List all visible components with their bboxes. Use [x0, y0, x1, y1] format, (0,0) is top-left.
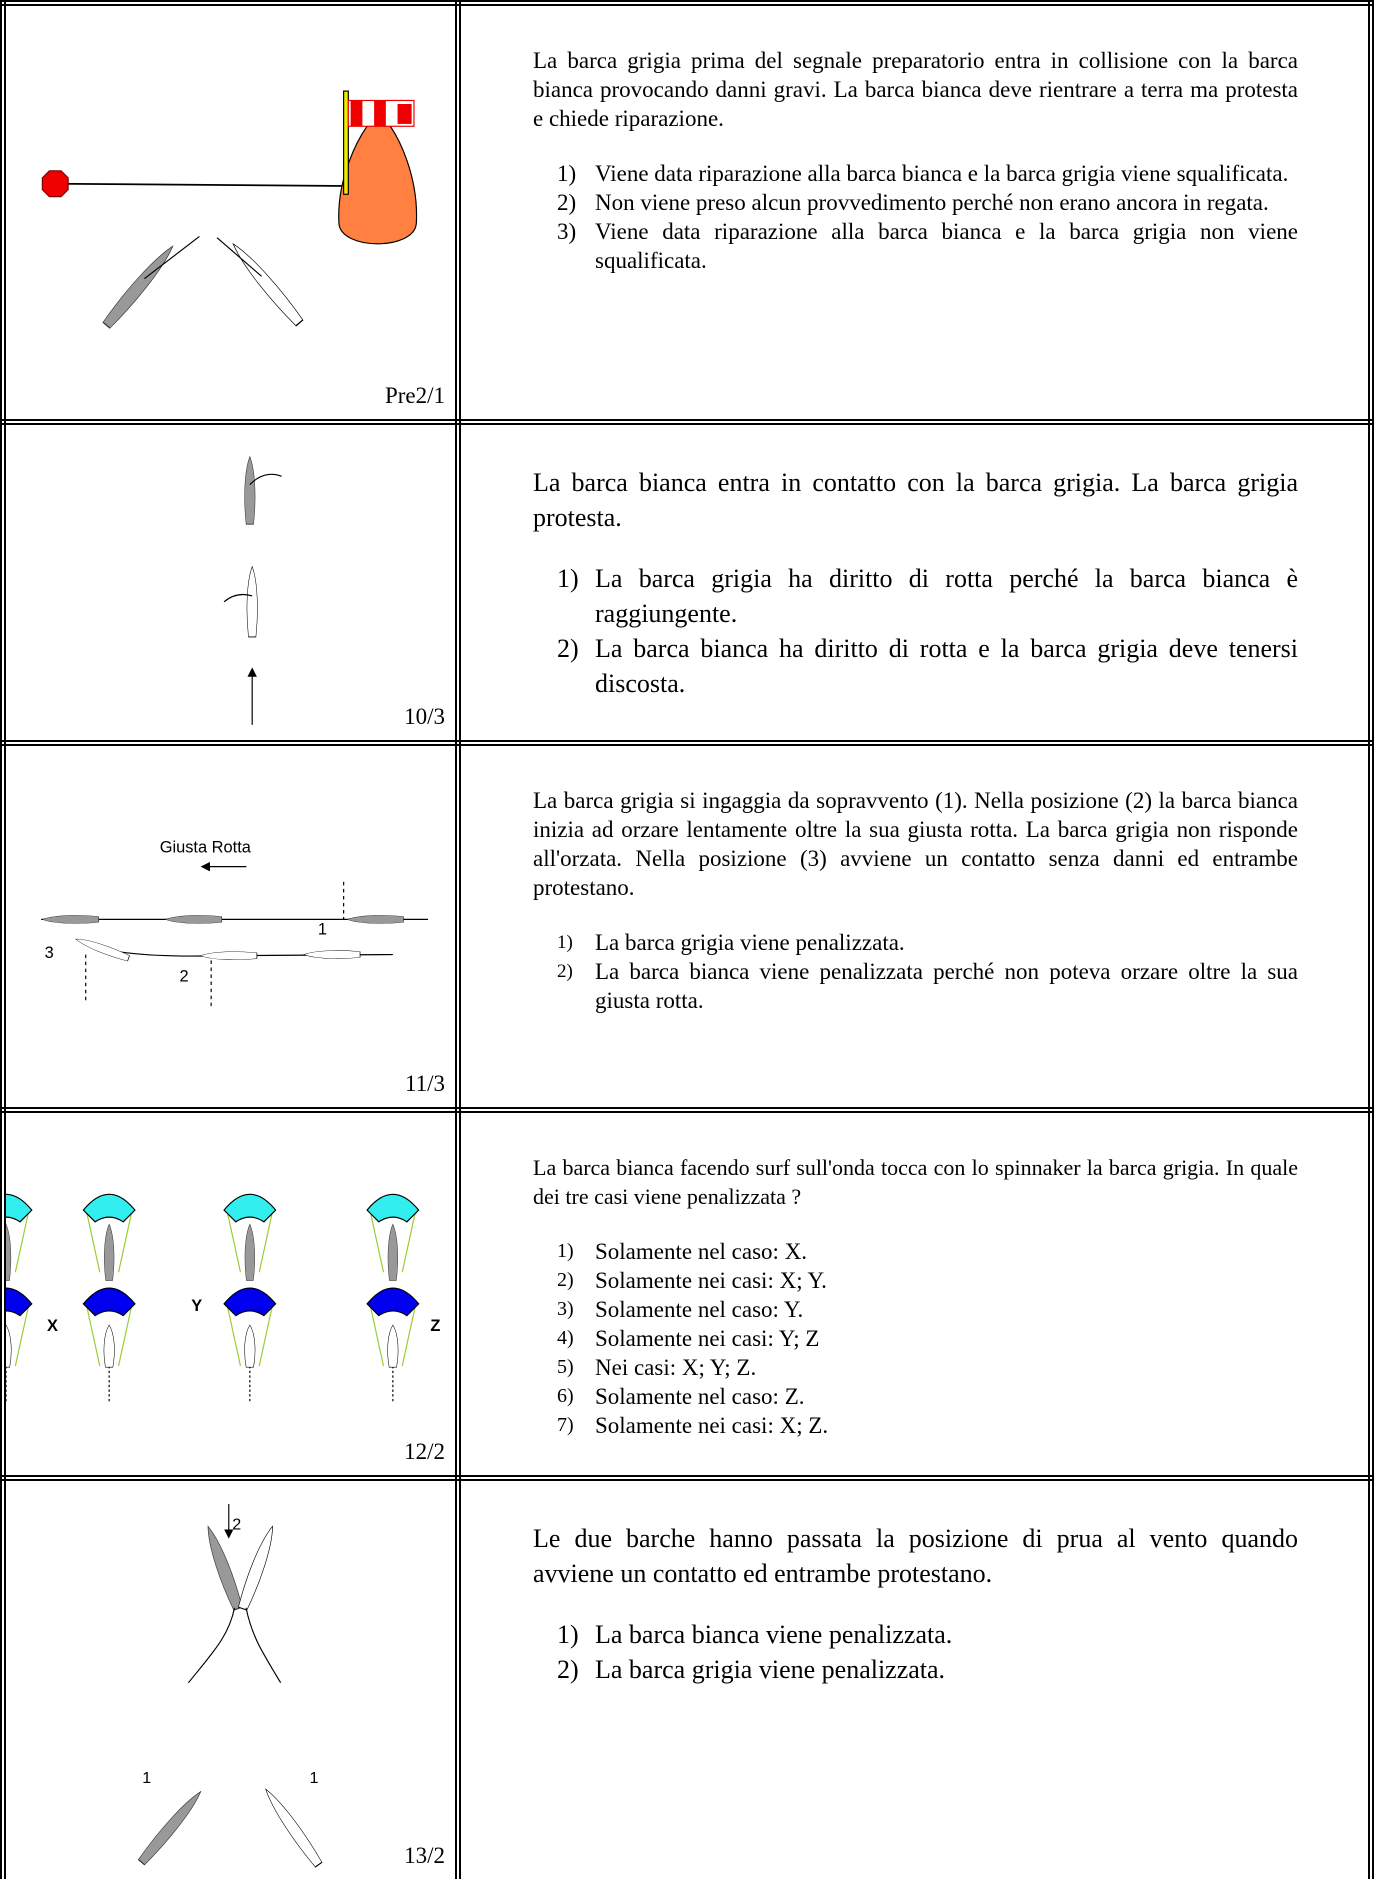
diagram-label: 1: [318, 921, 327, 939]
options: 1) La barca bianca viene penalizzata. 2) La…: [557, 1617, 1298, 1687]
diagram-code: 13/2: [404, 1843, 445, 1868]
option-number: 7): [557, 1414, 574, 1436]
diagram-cell: 10/3: [0, 419, 461, 746]
diagram-label: X: [47, 1317, 58, 1335]
diagram-label: 1: [142, 1769, 151, 1787]
diagram: [223, 456, 282, 725]
diagram-label: 2: [180, 968, 189, 986]
question-cell: La barca grigia si ingaggia da sopravven…: [455, 740, 1374, 1113]
option-text: La barca grigia viene penalizzata.: [595, 1655, 946, 1684]
option: 1) La barca grigia ha diritto di rotta pe…: [557, 561, 1298, 631]
option-text: La barca grigia viene penalizzata.: [595, 930, 905, 955]
diagram-code: 12/2: [404, 1439, 445, 1464]
option-number: 1): [557, 932, 573, 953]
option-number: 3): [557, 1298, 574, 1320]
option-number: 1): [557, 1620, 579, 1649]
question-cell: La barca grigia prima del segnale prepar…: [455, 0, 1374, 425]
diagram-label: 1: [309, 1769, 318, 1787]
option-text: Viene data riparazione alla barca bianca…: [595, 219, 1298, 273]
option-number: 4): [557, 1327, 574, 1349]
option: 3) Solamente nel caso: Y.: [557, 1295, 1298, 1324]
options: 1) La barca grigia ha diritto di rotta pe…: [557, 561, 1298, 701]
diagram-label: Giusta Rotta: [160, 839, 252, 857]
option-number: 1): [557, 564, 579, 593]
option: 1) Viene data riparazione alla barca bian…: [557, 159, 1298, 188]
option-text: Viene data riparazione alla barca bianca…: [595, 161, 1289, 186]
option: 3) Viene data riparazione alla barca bian…: [557, 217, 1298, 275]
option-number: 2): [557, 1269, 574, 1291]
diagram-label: 3: [45, 944, 54, 962]
option: 2) Non viene preso alcun provvedimento pe…: [557, 188, 1298, 217]
question-cell: La barca bianca facendo surf sull'onda t…: [455, 1107, 1374, 1481]
option: 1) La barca grigia viene penalizzata.: [557, 928, 1298, 957]
option-text: Solamente nei casi: Y; Z: [595, 1326, 820, 1351]
option-number: 2): [557, 190, 577, 215]
diagram-cell: Giusta Rotta 1 2 3 11/3: [0, 740, 461, 1113]
option: 2) Solamente nei casi: X; Y.: [557, 1266, 1298, 1295]
diagram-code: Pre2/1: [384, 383, 445, 408]
option: 2) La barca bianca ha diritto di rotta e …: [557, 631, 1298, 701]
options: 1) Viene data riparazione alla barca bian…: [557, 159, 1298, 275]
diagram: [41, 90, 418, 330]
option-text: La barca bianca viene penalizzata.: [595, 1620, 953, 1649]
option-number: 1): [557, 161, 577, 186]
option-text: Solamente nei casi: X; Z.: [595, 1413, 829, 1438]
question-cell: La barca bianca entra in contatto con la…: [455, 419, 1374, 746]
option-number: 2): [557, 634, 579, 663]
option: 5) Nei casi: X; Y; Z.: [557, 1353, 1298, 1382]
option-number: 2): [557, 1655, 579, 1684]
option-number: 5): [557, 1356, 574, 1378]
option-text: Solamente nel caso: Y.: [595, 1297, 804, 1322]
diagram-code: 11/3: [404, 1071, 445, 1096]
option: 2) La barca bianca viene penalizzata perc…: [557, 957, 1298, 1015]
question: Le due barche hanno passata la posizione…: [533, 1524, 1298, 1588]
diagram-cell: X Y Z 12/2: [0, 1107, 461, 1481]
option: 1) Solamente nel caso: X.: [557, 1237, 1298, 1266]
option-number: 3): [557, 219, 577, 244]
diagram-cell: 2 1 1 13/2: [0, 1475, 461, 1879]
options: 1) Solamente nel caso: X. 2) Solamente nei …: [557, 1237, 1298, 1440]
question: La barca grigia si ingaggia da sopravven…: [533, 788, 1298, 900]
diagram: Giusta Rotta 1 2 3: [41, 839, 429, 1008]
option-number: 2): [557, 961, 573, 982]
options: 1) La barca grigia viene penalizzata. 2) La…: [557, 928, 1298, 1015]
question: La barca bianca entra in contatto con la…: [533, 468, 1298, 532]
option-text: Non viene preso alcun provvedimento perc…: [595, 190, 1269, 215]
diagram-code: 10/3: [404, 704, 445, 729]
option: 6) Solamente nel caso: Z.: [557, 1382, 1298, 1411]
option: 4) Solamente nei casi: Y; Z: [557, 1324, 1298, 1353]
option-number: 1): [557, 1240, 574, 1262]
option-text: Solamente nel caso: X.: [595, 1239, 808, 1264]
option-text: La barca bianca viene penalizzata perché…: [595, 959, 1298, 1013]
diagram-label: 2: [232, 1515, 241, 1533]
diagram-cell: Pre2/1: [0, 0, 461, 425]
option-text: Nei casi: X; Y; Z.: [595, 1355, 757, 1380]
option: 2) La barca grigia viene penalizzata.: [557, 1652, 1298, 1687]
diagram-label: Z: [430, 1317, 440, 1335]
diagram: X Y Z: [6, 1113, 440, 1469]
option-text: Solamente nei casi: X; Y.: [595, 1268, 827, 1293]
diagram: 2 1 1: [136, 1504, 324, 1869]
question: La barca bianca facendo surf sull'onda t…: [533, 1155, 1298, 1209]
option-number: 6): [557, 1385, 574, 1407]
question-cell: Le due barche hanno passata la posizione…: [455, 1475, 1374, 1879]
question: La barca grigia prima del segnale prepar…: [533, 48, 1298, 131]
option: 7) Solamente nei casi: X; Z.: [557, 1411, 1298, 1440]
option-text: La barca grigia ha diritto di rotta perc…: [595, 564, 1298, 628]
option-text: Solamente nel caso: Z.: [595, 1384, 805, 1409]
option: 1) La barca bianca viene penalizzata.: [557, 1617, 1298, 1652]
diagram-label: Y: [191, 1297, 202, 1315]
option-text: La barca bianca ha diritto di rotta e la…: [595, 634, 1298, 698]
